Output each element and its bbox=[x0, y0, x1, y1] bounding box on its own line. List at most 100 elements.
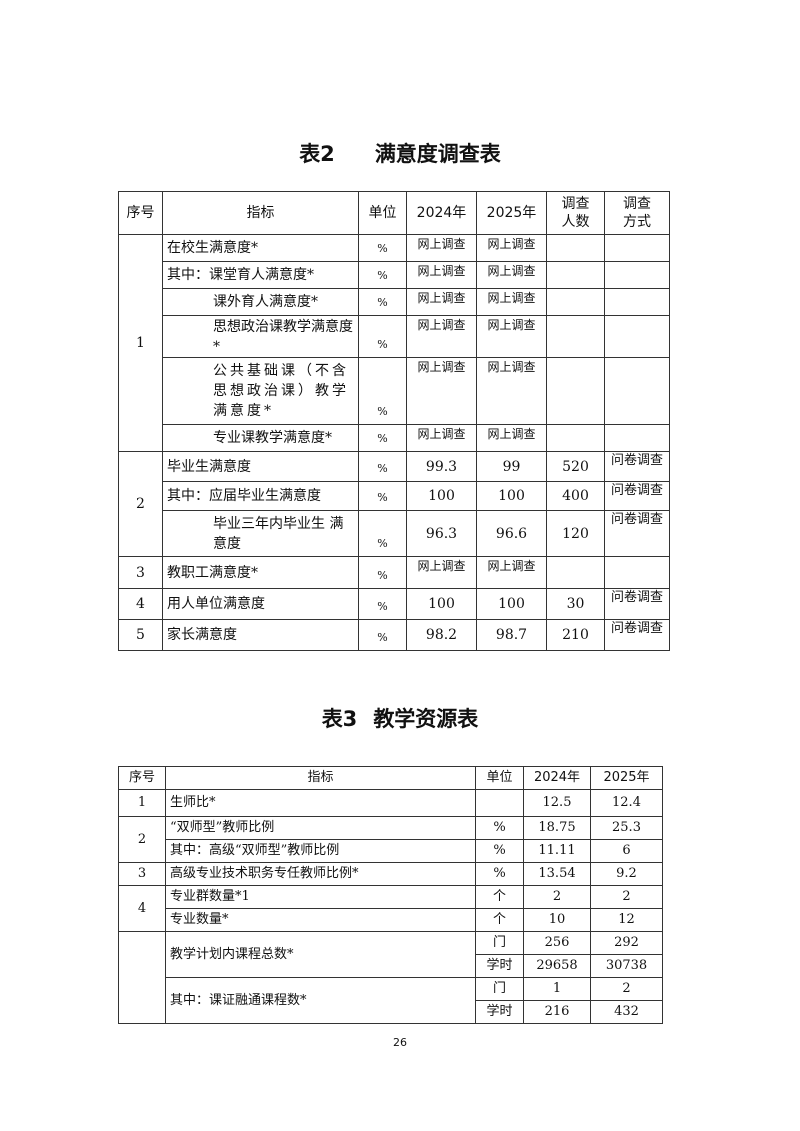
table3-number: 表3 bbox=[321, 707, 358, 731]
value-2025: 网上调查 bbox=[476, 234, 547, 262]
value-2025: 2 bbox=[590, 885, 663, 909]
unit-cell: % bbox=[358, 451, 407, 482]
survey-method bbox=[604, 234, 670, 262]
survey-method: 问卷调查 bbox=[604, 510, 670, 557]
table-row: 4 专业群数量*1 个 2 2 bbox=[118, 885, 663, 932]
table2-caption: 满意度调查表 bbox=[374, 142, 501, 166]
indicator-cell: 其中：课证融通课程数* bbox=[165, 977, 476, 1024]
table-row: 3 教职工满意度*% 网上调查 网上调查 bbox=[118, 556, 670, 589]
unit-cell: % bbox=[358, 619, 407, 651]
row-number bbox=[118, 931, 166, 1024]
column-header: 指标 bbox=[162, 191, 359, 235]
header-row: 序号 指标 单位 2024年 2025年 调查人数 调查方式 bbox=[118, 191, 670, 235]
value-2025: 2 bbox=[590, 977, 663, 1001]
unit-cell: % bbox=[475, 839, 524, 863]
value-2025: 6 bbox=[590, 839, 663, 863]
column-header: 单位 bbox=[475, 766, 524, 790]
header-row: 序号 指标 单位 2024年 2025年 bbox=[118, 766, 663, 790]
survey-count: 210 bbox=[546, 619, 605, 651]
teaching-resources-table: 序号 指标 单位 2024年 2025年 1 生师比* 12.5 12.4 2 “双师型”教师比例%… bbox=[118, 766, 663, 1024]
indicator-cell: 教职工满意度* bbox=[162, 556, 359, 589]
indicator-cell: 生师比* bbox=[165, 789, 476, 817]
unit-cell: % bbox=[475, 816, 524, 840]
survey-method bbox=[604, 315, 670, 358]
value-2025: 432 bbox=[590, 1000, 663, 1024]
value-2024: 网上调查 bbox=[406, 556, 477, 589]
unit-cell: 个 bbox=[475, 908, 524, 932]
survey-count bbox=[546, 234, 605, 262]
survey-count bbox=[546, 556, 605, 589]
indicator-cell: 专业群数量*1 bbox=[165, 885, 476, 909]
table-row: 其中：课证融通课程数* 门 1 2 bbox=[119, 977, 663, 1024]
row-number: 3 bbox=[118, 556, 163, 589]
value-2025: 12.4 bbox=[590, 789, 663, 817]
indicator-cell: 公共基础课（不含 思想政治课）教学 满意度* bbox=[162, 357, 359, 425]
value-2024: 网上调查 bbox=[406, 315, 477, 358]
unit-cell: % bbox=[358, 424, 407, 452]
indicator-cell: 思想政治课教学满意度* bbox=[162, 315, 359, 358]
unit-cell: 学时 bbox=[475, 954, 524, 978]
survey-method bbox=[604, 424, 670, 452]
table-row: 1 生师比* 12.5 12.4 bbox=[118, 789, 663, 817]
value-2025: 网上调查 bbox=[476, 424, 547, 452]
indicator-cell: 毕业生满意度 bbox=[162, 451, 359, 482]
value-2024: 98.2 bbox=[406, 619, 477, 651]
survey-count bbox=[546, 357, 605, 425]
value-2024: 网上调查 bbox=[406, 234, 477, 262]
table-row: 1 在校生满意度*% 网上调查 网上调查 bbox=[118, 234, 670, 452]
table-row: 教学计划内课程总数* 门 256 292 bbox=[118, 931, 663, 1024]
table-row: 公共基础课（不含 思想政治课）教学 满意度*% 网上调查 网上调查 bbox=[119, 357, 670, 425]
indicator-cell: 课外育人满意度* bbox=[162, 288, 359, 316]
table-row: 毕业三年内毕业生 满意度% 96.3 96.6 120 问卷调查 bbox=[119, 510, 670, 557]
unit-cell: 门 bbox=[475, 931, 524, 955]
indicator-cell: 用人单位满意度 bbox=[162, 588, 359, 620]
table2-title: 表2 满意度调查表 bbox=[0, 138, 800, 168]
table2-number: 表2 bbox=[299, 142, 335, 166]
unit-cell: % bbox=[475, 862, 524, 886]
satisfaction-survey-table: 序号 指标 单位 2024年 2025年 调查人数 调查方式 1 在校生满意度*% 网上调查 网上调… bbox=[118, 191, 670, 651]
value-2024: 96.3 bbox=[406, 510, 477, 557]
value-2025: 98.7 bbox=[476, 619, 547, 651]
unit-cell: % bbox=[358, 315, 407, 358]
row-number: 2 bbox=[118, 816, 166, 863]
row-number: 1 bbox=[118, 789, 166, 817]
row-number: 2 bbox=[118, 451, 163, 557]
value-2025: 网上调查 bbox=[476, 556, 547, 589]
value-2024: 12.5 bbox=[523, 789, 591, 817]
table-row: 专业数量* 个 10 12 bbox=[119, 908, 663, 932]
value-2025: 网上调查 bbox=[476, 315, 547, 358]
table-row: 学时 216 432 bbox=[119, 1000, 663, 1024]
value-2024: 网上调查 bbox=[406, 357, 477, 425]
table-row: 2 “双师型”教师比例% 18.75 25.3 bbox=[118, 816, 663, 863]
value-2024: 100 bbox=[406, 481, 477, 511]
value-2025: 25.3 bbox=[590, 816, 663, 840]
row-number: 5 bbox=[118, 619, 163, 651]
value-2025: 100 bbox=[476, 481, 547, 511]
value-2025: 96.6 bbox=[476, 510, 547, 557]
indicator-cell: 其中：课堂育人满意度* bbox=[162, 261, 359, 289]
survey-count: 120 bbox=[546, 510, 605, 557]
value-2024: 100 bbox=[406, 588, 477, 620]
indicator-cell: 其中：应届毕业生满意度 bbox=[162, 481, 359, 511]
table-row: 2 毕业生满意度% 99.3 99 520 问卷调查 bbox=[118, 451, 670, 557]
row-number: 3 bbox=[118, 862, 166, 886]
survey-method: 问卷调查 bbox=[604, 588, 670, 620]
survey-method bbox=[604, 261, 670, 289]
column-header: 调查人数 bbox=[546, 191, 605, 235]
unit-cell: 门 bbox=[475, 977, 524, 1001]
column-header: 2024年 bbox=[523, 766, 591, 790]
value-2024: 11.11 bbox=[523, 839, 591, 863]
unit-cell: % bbox=[358, 510, 407, 557]
column-header: 2025年 bbox=[476, 191, 547, 235]
value-2024: 网上调查 bbox=[406, 424, 477, 452]
column-header: 2025年 bbox=[590, 766, 663, 790]
survey-count bbox=[546, 288, 605, 316]
indicator-cell: “双师型”教师比例 bbox=[165, 816, 476, 840]
value-2025: 292 bbox=[590, 931, 663, 955]
unit-cell: % bbox=[358, 288, 407, 316]
unit-cell: 个 bbox=[475, 885, 524, 909]
value-2024: 256 bbox=[523, 931, 591, 955]
value-2024: 1 bbox=[523, 977, 591, 1001]
survey-count bbox=[546, 261, 605, 289]
value-2024: 网上调查 bbox=[406, 288, 477, 316]
